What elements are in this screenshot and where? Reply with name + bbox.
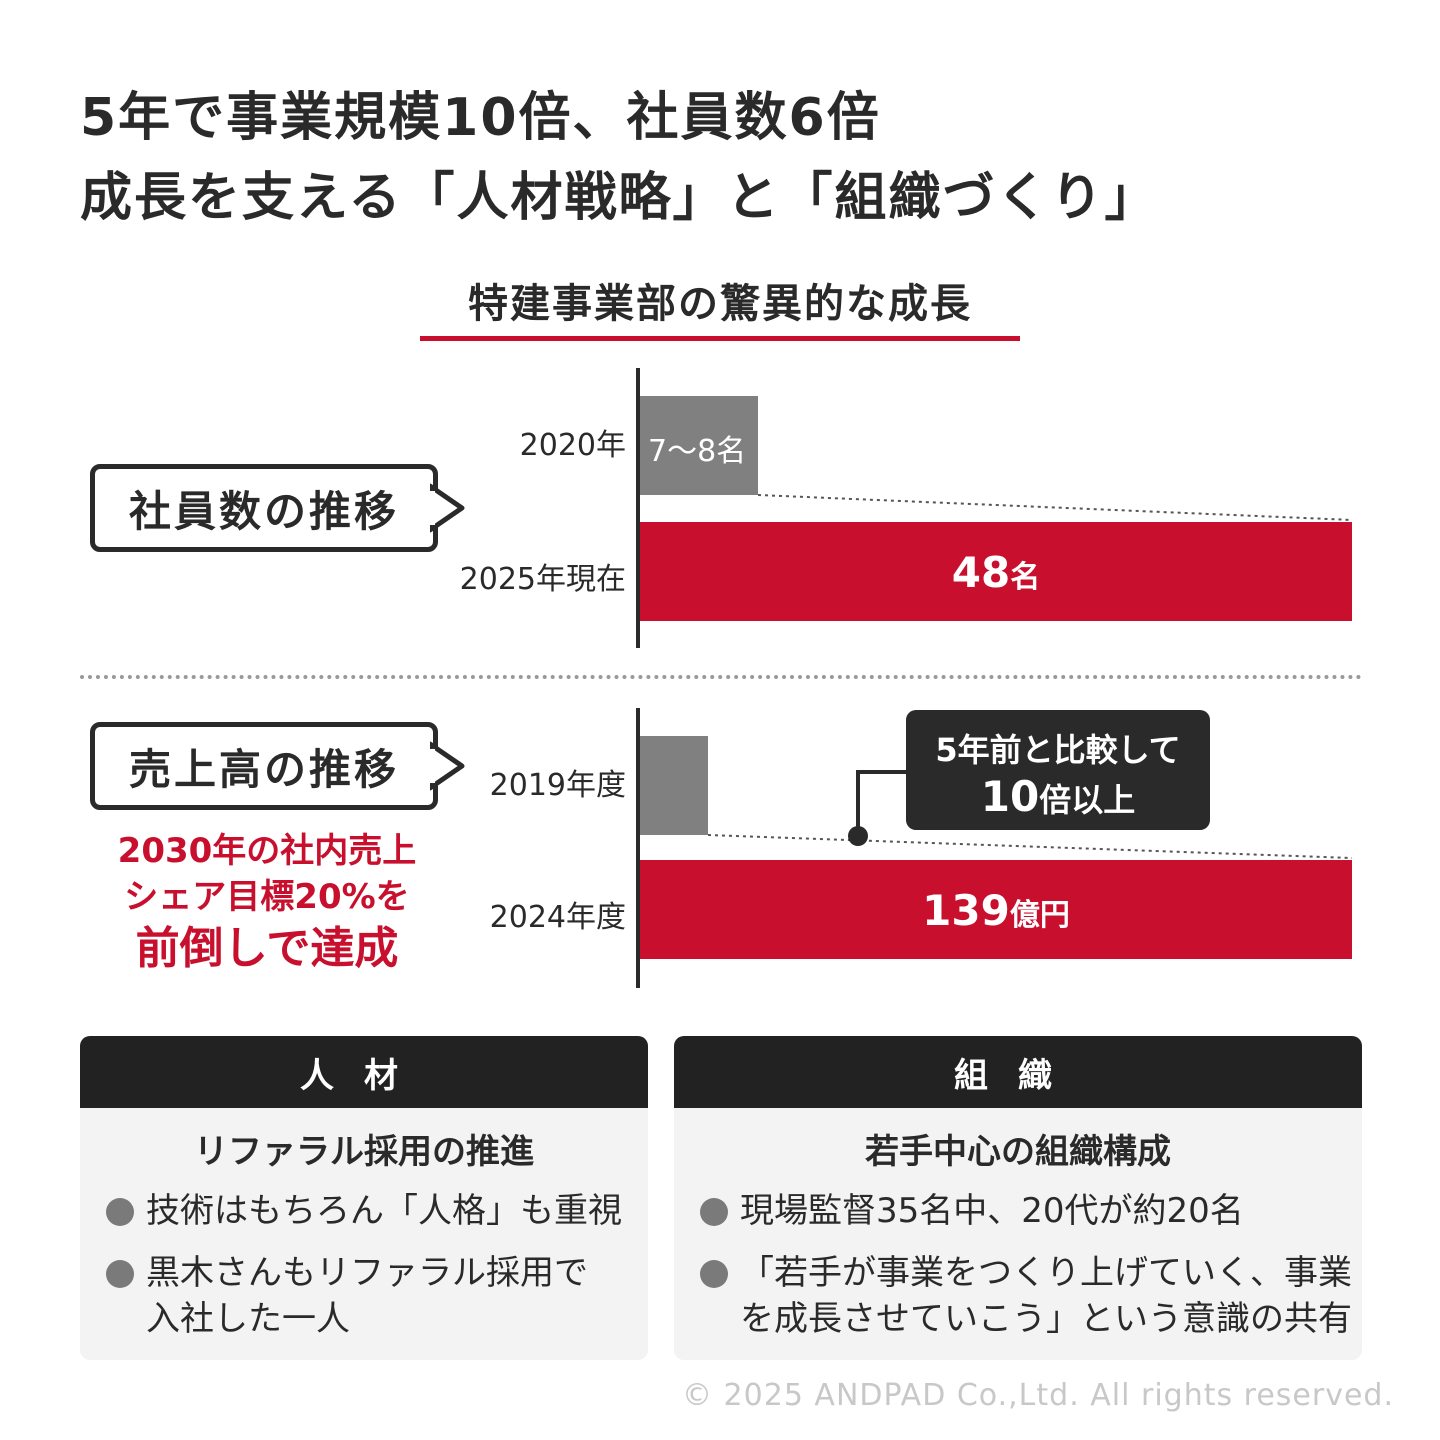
sales-tag-arrow-icon (430, 741, 465, 791)
employees-tag-arrow-icon (430, 483, 465, 533)
section-divider (80, 675, 1362, 679)
page-title: 5年で事業規模10倍、社員数6倍 成長を支える「人材戦略」と「組織づくり」 (80, 78, 1158, 238)
sales-bar-2024: 139億円 (640, 860, 1352, 959)
employees-bar-2025: 48名 (640, 522, 1352, 621)
bullet-dot-icon (106, 1198, 134, 1226)
sales-axis (636, 708, 640, 988)
sales-tag: 売上高の推移 (90, 722, 438, 810)
list-item-text: を成長させていこう」という意識の共有 (740, 1299, 1352, 1339)
sales-note-line-3: 前倒しで達成 (135, 923, 399, 974)
panel-talent-subtitle: リファラル採用の推進 (194, 1132, 534, 1172)
employees-value-unit: 名 (1010, 560, 1041, 595)
employees-bar-2020-label: 7〜8名 (648, 434, 747, 469)
bullet-dot-icon (700, 1260, 728, 1288)
list-item-text: 黒木さんもリファラル採用で (146, 1253, 588, 1293)
title-line-1: 5年で事業規模10倍、社員数6倍 (80, 88, 881, 148)
employees-category-2025: 2025年現在 (459, 562, 626, 597)
list-item: 黒木さんもリファラル採用で 入社した一人 (80, 1250, 648, 1342)
employees-category-2020: 2020年 (519, 428, 626, 463)
list-item-text: 入社した一人 (146, 1299, 350, 1339)
chart-subtitle: 特建事業部の驚異的な成長 (468, 281, 972, 327)
employees-bar-2020: 7〜8名 (640, 396, 758, 495)
callout-rest: 倍以上 (1039, 781, 1136, 819)
sales-note-line-1: 2030年の社内売上 (117, 831, 417, 871)
callout-number: 10 (980, 772, 1040, 821)
panel-organization: 組織 若手中心の組織構成 現場監督35名中、20代が約20名 「若手が事業をつく… (674, 1036, 1362, 1360)
copyright: © 2025 ANDPAD Co.,Ltd. All rights reserv… (682, 1378, 1394, 1413)
sales-bar-2019 (640, 736, 708, 835)
list-item: 「若手が事業をつくり上げていく、事業 を成長させていこう」という意識の共有 (674, 1250, 1362, 1342)
panel-organization-header: 組織 (674, 1036, 1362, 1108)
employees-bar-2025-label: 48名 (640, 548, 1352, 597)
sales-value-unit: 億円 (1009, 898, 1070, 933)
list-item: 技術はもちろん「人格」も重視 (80, 1188, 648, 1234)
employees-axis (636, 368, 640, 648)
trend-dotted-line (757, 494, 1353, 521)
bullet-dot-icon (700, 1198, 728, 1226)
employees-value-number: 48 (951, 548, 1011, 597)
bullet-dot-icon (106, 1260, 134, 1288)
list-item-text: 現場監督35名中、20代が約20名 (740, 1191, 1244, 1231)
sales-note-line-2: シェア目標20%を (124, 877, 410, 917)
callout-pointer (848, 770, 906, 846)
panel-talent: 人材 リファラル採用の推進 技術はもちろん「人格」も重視 黒木さんもリファラル採… (80, 1036, 648, 1360)
list-item-text: 「若手が事業をつくり上げていく、事業 (740, 1253, 1352, 1293)
panel-organization-subtitle: 若手中心の組織構成 (865, 1132, 1171, 1172)
growth-callout: 5年前と比較して 10倍以上 (906, 710, 1210, 830)
sales-bar-2024-label: 139億円 (640, 886, 1352, 935)
callout-line-1: 5年前と比較して (935, 731, 1181, 769)
subtitle-underline (420, 336, 1020, 341)
sales-category-2019: 2019年度 (489, 768, 626, 803)
callout-line-2: 10倍以上 (906, 772, 1210, 831)
trend-dotted-line (707, 834, 1353, 859)
sales-value-number: 139 (922, 886, 1010, 935)
sales-note: 2030年の社内売上 シェア目標20%を 前倒しで達成 (80, 828, 454, 978)
list-item: 現場監督35名中、20代が約20名 (674, 1188, 1362, 1234)
title-line-2: 成長を支える「人材戦略」と「組織づくり」 (80, 168, 1159, 228)
employees-tag: 社員数の推移 (90, 464, 438, 552)
sales-category-2024: 2024年度 (489, 900, 626, 935)
panel-talent-header: 人材 (80, 1036, 648, 1108)
list-item-text: 技術はもちろん「人格」も重視 (146, 1191, 622, 1231)
